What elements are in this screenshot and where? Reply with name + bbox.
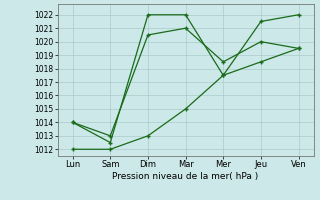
X-axis label: Pression niveau de la mer( hPa ): Pression niveau de la mer( hPa ) bbox=[112, 172, 259, 181]
